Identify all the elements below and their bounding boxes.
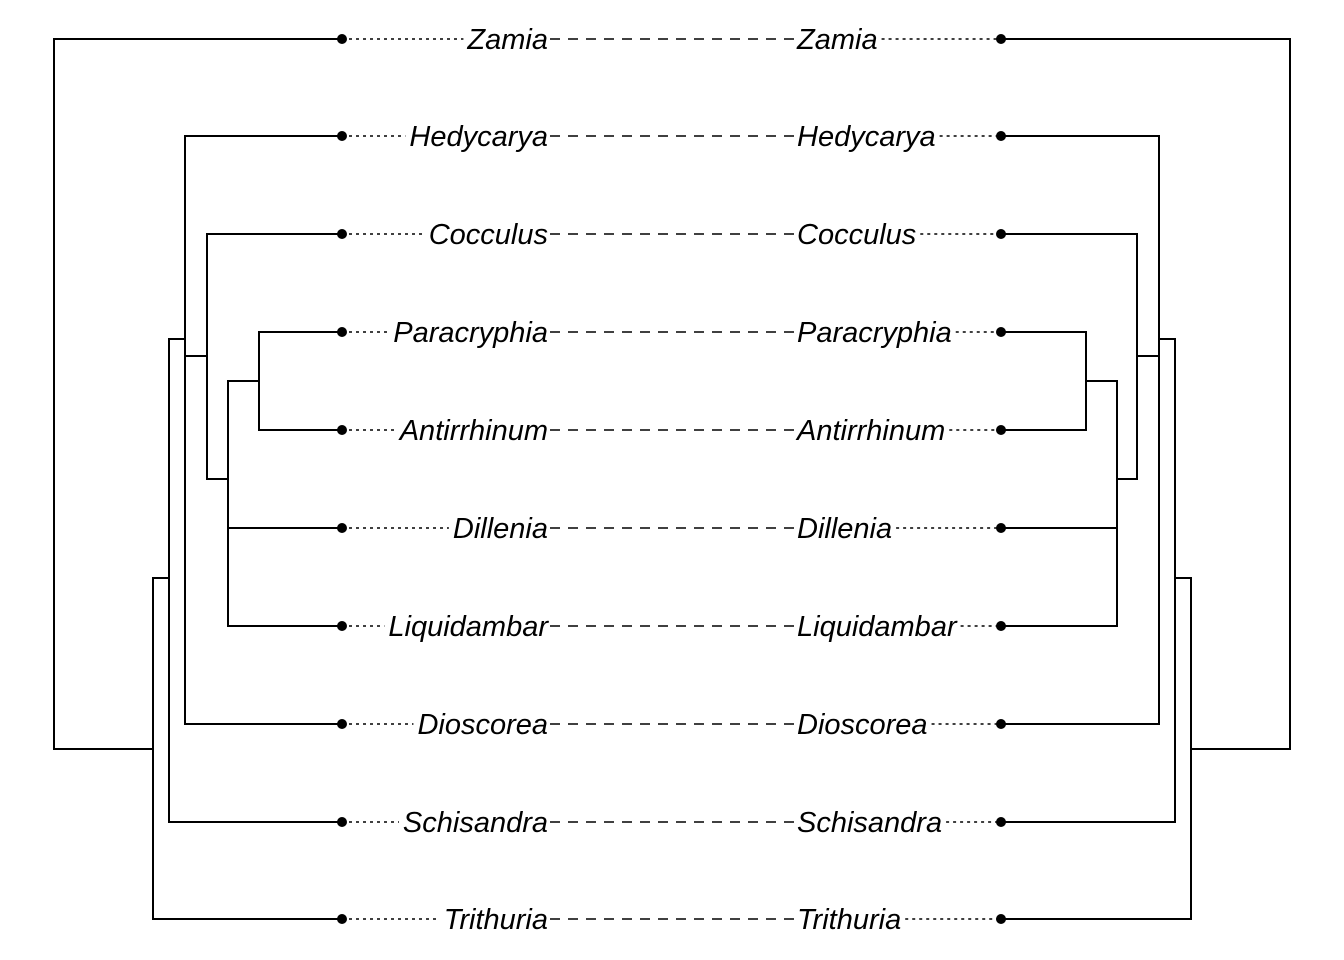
right-tip-point	[996, 817, 1006, 827]
left-tree: Zamia Hedycarya Cocculus Paracryphia Antirrh…	[53, 24, 549, 936]
right-tip-point	[996, 914, 1006, 924]
left-tree-branch	[168, 338, 343, 823]
left-tip-label: Dillenia	[453, 513, 548, 545]
left-tip-point	[337, 621, 347, 631]
right-tip-label: Hedycarya	[797, 121, 936, 153]
right-tree: Zamia Hedycarya Cocculus Paracryphia Antirrh…	[795, 24, 1291, 936]
left-tip-label: Paracryphia	[393, 317, 548, 349]
right-tree-branch	[1000, 331, 1087, 431]
right-tip-point	[996, 34, 1006, 44]
left-tip-point	[337, 425, 347, 435]
right-tip-label: Zamia	[796, 24, 878, 56]
left-tip-label: Trithuria	[444, 904, 548, 936]
left-tip-label: Zamia	[466, 24, 548, 56]
left-tree-branch	[227, 527, 343, 627]
tip-links	[550, 38, 795, 920]
left-tip-label: Antirrhinum	[398, 415, 548, 447]
right-tip-label: Dioscorea	[797, 709, 928, 741]
left-tip-label: Liquidambar	[388, 611, 549, 643]
right-tip-point	[996, 621, 1006, 631]
left-tip-label: Cocculus	[429, 219, 548, 251]
right-tree-branch	[1000, 233, 1138, 480]
right-tree-branch	[1000, 577, 1192, 920]
left-tree-branch	[258, 331, 343, 431]
left-tip-point	[337, 229, 347, 239]
right-tree-branch	[1000, 338, 1176, 823]
right-tip-point	[996, 719, 1006, 729]
right-tip-point	[996, 523, 1006, 533]
right-tip-label: Cocculus	[797, 219, 916, 251]
right-tip-label: Liquidambar	[797, 611, 958, 643]
left-tree-branch	[206, 233, 343, 480]
right-tree-branch	[1000, 527, 1118, 627]
right-tip-point	[996, 229, 1006, 239]
right-tip-point	[996, 425, 1006, 435]
right-tip-point	[996, 131, 1006, 141]
left-tip-point	[337, 327, 347, 337]
left-tree-branch	[152, 577, 343, 920]
right-tip-label: Antirrhinum	[795, 415, 945, 447]
right-tip-label: Trithuria	[797, 904, 901, 936]
left-tree-branch	[53, 38, 343, 750]
left-tip-point	[337, 817, 347, 827]
left-tip-label: Hedycarya	[409, 121, 548, 153]
right-tree-branch	[1000, 38, 1291, 750]
right-tip-label: Schisandra	[797, 807, 942, 839]
right-tree-branch	[1000, 135, 1160, 725]
left-tip-point	[337, 131, 347, 141]
left-tip-point	[337, 34, 347, 44]
right-tip-label: Paracryphia	[797, 317, 952, 349]
left-tip-point	[337, 719, 347, 729]
left-tip-point	[337, 523, 347, 533]
left-tip-label: Dioscorea	[417, 709, 548, 741]
left-tree-branch	[184, 135, 343, 725]
left-tip-point	[337, 914, 347, 924]
left-tip-label: Schisandra	[403, 807, 548, 839]
right-tip-label: Dillenia	[797, 513, 892, 545]
right-tip-point	[996, 327, 1006, 337]
